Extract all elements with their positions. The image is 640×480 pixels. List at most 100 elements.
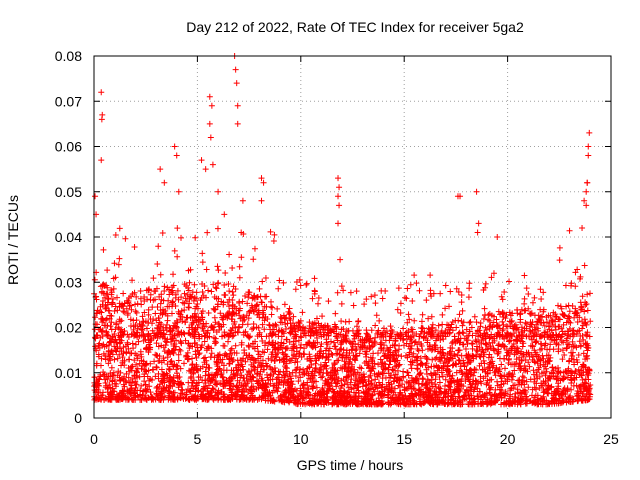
- data-point: [482, 346, 489, 353]
- data-point: [295, 326, 302, 333]
- data-point: [516, 311, 523, 318]
- data-point: [254, 294, 261, 300]
- data-point: [120, 290, 127, 297]
- data-point: [127, 391, 134, 398]
- data-point: [457, 401, 464, 408]
- data-point: [447, 288, 454, 295]
- data-point: [280, 279, 287, 286]
- data-point: [483, 326, 490, 333]
- data-point: [147, 360, 154, 367]
- data-point: [526, 310, 533, 317]
- data-point: [236, 307, 243, 314]
- data-point: [113, 396, 120, 403]
- data-point: [100, 317, 107, 324]
- data-point: [414, 366, 421, 373]
- data-point: [99, 333, 106, 340]
- data-point: [230, 332, 237, 339]
- data-point: [483, 401, 490, 408]
- data-point: [502, 388, 509, 395]
- data-point: [449, 338, 456, 345]
- data-point: [354, 401, 361, 408]
- chart-title: Day 212 of 2022, Rate Of TEC Index for r…: [186, 19, 524, 35]
- data-point: [332, 346, 339, 353]
- data-point: [436, 379, 443, 386]
- data-point: [455, 289, 462, 295]
- data-point: [521, 295, 528, 302]
- data-point: [272, 331, 279, 338]
- data-point: [393, 362, 400, 369]
- data-point: [349, 341, 356, 348]
- data-point: [567, 319, 574, 326]
- data-point: [398, 353, 405, 360]
- data-point: [111, 343, 118, 350]
- data-point: [545, 323, 552, 330]
- data-point: [337, 389, 344, 396]
- data-point: [455, 378, 462, 385]
- data-point: [583, 392, 590, 399]
- data-point: [201, 338, 208, 345]
- data-point: [429, 356, 436, 363]
- data-point: [196, 333, 203, 340]
- data-point: [413, 280, 420, 287]
- data-point: [427, 370, 434, 377]
- data-point: [573, 393, 580, 400]
- data-point: [569, 302, 576, 309]
- data-point: [341, 358, 348, 365]
- data-point: [423, 330, 430, 337]
- data-point: [300, 381, 307, 388]
- data-point: [245, 294, 252, 301]
- data-point: [566, 308, 573, 315]
- data-point: [93, 395, 100, 402]
- data-point: [477, 319, 484, 326]
- data-point-outlier: [234, 102, 241, 109]
- data-point: [387, 353, 394, 360]
- data-point: [456, 339, 463, 346]
- data-point: [571, 370, 578, 377]
- data-point: [103, 373, 110, 380]
- data-point: [110, 285, 117, 292]
- data-point: [256, 359, 263, 366]
- data-point-outlier: [581, 197, 588, 204]
- data-point: [108, 289, 115, 296]
- data-point: [338, 318, 345, 325]
- data-point: [204, 229, 211, 236]
- data-point: [276, 357, 283, 364]
- data-point-outlier: [260, 179, 267, 186]
- data-point: [232, 391, 239, 398]
- data-point: [297, 374, 304, 381]
- data-point: [181, 330, 188, 337]
- data-point: [97, 326, 104, 333]
- data-point: [187, 375, 194, 382]
- data-point: [218, 298, 225, 305]
- data-point: [235, 324, 242, 331]
- data-point: [97, 362, 104, 369]
- data-point: [367, 394, 374, 401]
- data-point: [289, 381, 296, 388]
- data-point: [563, 345, 570, 352]
- data-point: [262, 274, 269, 281]
- data-point: [264, 374, 271, 381]
- data-point: [291, 359, 298, 366]
- data-point: [396, 394, 403, 401]
- data-point: [282, 326, 289, 333]
- data-point: [416, 370, 423, 377]
- data-point: [297, 366, 304, 372]
- data-point: [297, 344, 304, 351]
- data-point: [124, 299, 131, 306]
- data-point: [229, 311, 236, 318]
- data-point: [537, 340, 544, 347]
- data-point: [361, 301, 368, 308]
- data-point: [478, 337, 485, 344]
- data-point: [568, 282, 575, 289]
- data-point: [423, 297, 430, 304]
- data-point: [348, 376, 355, 383]
- data-point: [477, 401, 484, 408]
- data-point: [564, 341, 571, 348]
- data-point: [416, 287, 423, 294]
- data-point: [556, 244, 563, 251]
- data-point: [190, 385, 197, 392]
- data-point: [482, 284, 489, 291]
- data-point: [174, 396, 181, 403]
- data-point: [222, 269, 229, 276]
- data-point: [251, 245, 258, 252]
